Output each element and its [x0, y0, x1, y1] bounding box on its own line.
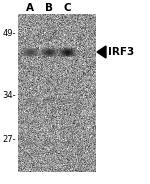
Text: A: A [26, 3, 34, 13]
Text: 49-: 49- [3, 29, 16, 38]
Text: B: B [45, 3, 53, 13]
Text: 27-: 27- [2, 135, 16, 144]
Text: IRF3: IRF3 [108, 47, 134, 57]
Text: 34-: 34- [2, 91, 16, 100]
Polygon shape [97, 46, 106, 58]
Text: C: C [63, 3, 71, 13]
